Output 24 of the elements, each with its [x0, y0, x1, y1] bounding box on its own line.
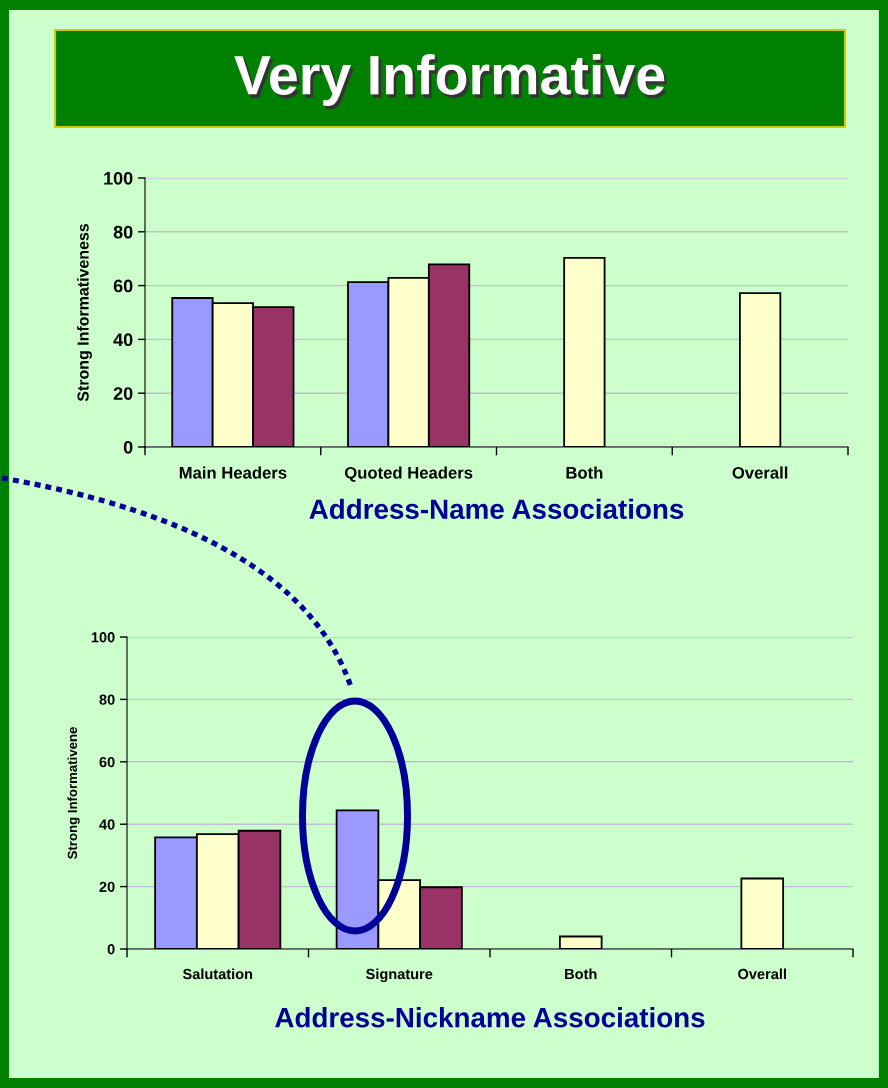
y-tick-label: 100: [91, 632, 115, 643]
y-axis-title: Strong Informativeness: [77, 223, 92, 402]
x-tick-label: Overall: [732, 466, 788, 479]
x-tick-label: Signature: [366, 968, 433, 983]
y-axis-title: Strong Informativene: [67, 727, 80, 859]
y-tick-label: 40: [99, 819, 115, 830]
x-tick-label: Quoted Headers: [344, 466, 473, 482]
x-axis-title: Address-Name Associations: [309, 498, 684, 520]
y-tick-label: 80: [113, 225, 133, 239]
y-tick-label: 60: [99, 756, 115, 768]
y-tick-label: 0: [123, 440, 133, 454]
x-tick-label: Both: [566, 466, 603, 479]
x-axis-title: Address-Nickname Associations: [275, 1007, 705, 1028]
y-tick-label: 20: [99, 881, 115, 893]
y-tick-label: 80: [99, 694, 115, 705]
x-tick-label: Overall: [738, 968, 786, 980]
y-tick-label: 20: [113, 387, 133, 400]
x-tick-label: Main Headers: [179, 466, 287, 479]
x-tick-label: Both: [565, 968, 597, 980]
y-tick-label: 60: [113, 279, 133, 293]
y-tick-label: 40: [113, 333, 133, 347]
y-tick-label: 100: [104, 171, 133, 185]
y-tick-label: 0: [107, 944, 115, 955]
x-tick-label: Salutation: [182, 968, 253, 980]
